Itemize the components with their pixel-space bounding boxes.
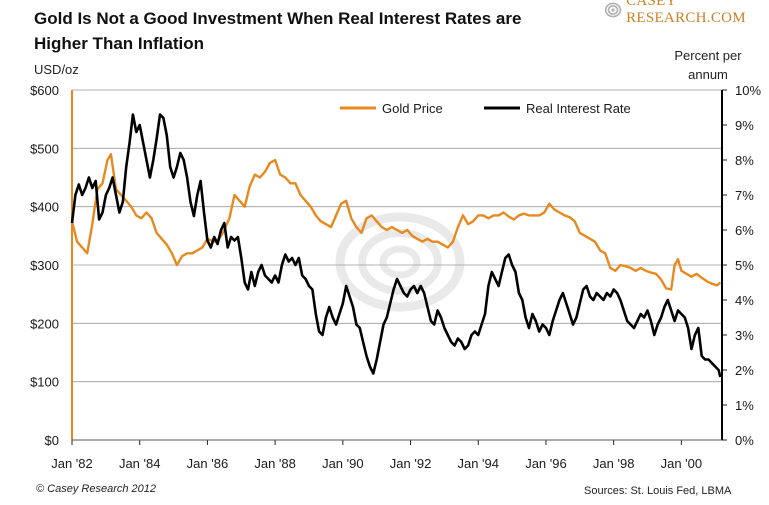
brand-name: CASEY RESEARCH.COM: [626, 0, 746, 26]
x-tick-label: Jan '84: [119, 456, 161, 471]
left-tick-label: $300: [30, 258, 59, 273]
sources-note: Sources: St. Louis Fed, LBMA: [584, 485, 732, 497]
left-tick-label: $200: [30, 316, 59, 331]
left-tick-label: $100: [30, 375, 59, 390]
right-axis-unit: Percent per annum: [674, 48, 742, 82]
legend-real-interest-rate-label: Real Interest Rate: [526, 101, 631, 116]
left-tick-label: $600: [30, 83, 59, 98]
brand-logo: CASEY RESEARCH.COM: [604, 0, 769, 26]
x-tick-label: Jan '94: [457, 456, 499, 471]
left-tick-label: $0: [45, 433, 59, 448]
right-tick-label: 7%: [735, 188, 754, 203]
right-tick-label: 8%: [735, 153, 754, 168]
legend-gold-price-label: Gold Price: [382, 101, 443, 116]
right-tick-label: 10%: [735, 83, 761, 98]
right-tick-label: 0%: [735, 433, 754, 448]
right-tick-label: 9%: [735, 118, 754, 133]
x-tick-label: Jan '00: [661, 456, 703, 471]
left-axis-unit: USD/oz: [34, 62, 79, 77]
left-tick-label: $500: [30, 141, 59, 156]
casey-swirl-logo-icon: [604, 2, 622, 18]
right-tick-label: 6%: [735, 223, 754, 238]
x-tick-label: Jan '90: [322, 456, 364, 471]
right-tick-label: 2%: [735, 363, 754, 378]
right-tick-label: 4%: [735, 293, 754, 308]
left-tick-label: $400: [30, 200, 59, 215]
real-interest-rate-line: [70, 113, 722, 378]
right-tick-label: 5%: [735, 258, 754, 273]
right-tick-label: 1%: [735, 398, 754, 413]
x-tick-label: Jan '88: [254, 456, 296, 471]
x-tick-label: Jan '82: [51, 456, 93, 471]
gold-price-line: [70, 153, 722, 291]
copyright-note: © Casey Research 2012: [36, 483, 157, 495]
x-tick-label: Jan '86: [187, 456, 229, 471]
right-tick-label: 3%: [735, 328, 754, 343]
x-tick-label: Jan '92: [390, 456, 432, 471]
x-tick-label: Jan '96: [525, 456, 567, 471]
x-tick-label: Jan '98: [593, 456, 635, 471]
chart-title: Gold Is Not a Good Investment When Real …: [34, 9, 522, 53]
